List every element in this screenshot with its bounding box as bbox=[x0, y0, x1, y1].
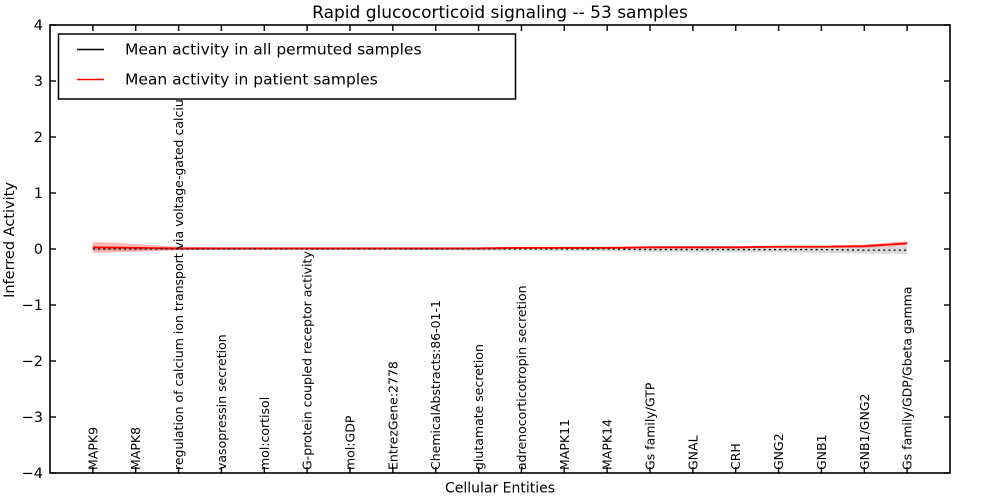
y-tick-label: 0 bbox=[34, 242, 43, 258]
x-tick-label: Gs family/GTP bbox=[643, 382, 658, 470]
x-tick-labels: MAPK9 MAPK8 regulation of calcium ion tran… bbox=[85, 34, 914, 470]
x-tick-label: EntrezGene:2778 bbox=[385, 361, 400, 470]
x-tick-label: vasopressin secretion bbox=[214, 334, 229, 470]
x-tick-label: mol:GDP bbox=[343, 415, 358, 470]
chart-title: Rapid glucocorticoid signaling -- 53 sam… bbox=[312, 3, 688, 23]
series-line bbox=[92, 248, 908, 251]
y-tick-label: 3 bbox=[34, 74, 43, 90]
y-tick-label: 1 bbox=[34, 186, 43, 202]
x-tick-label: GNAL bbox=[685, 435, 700, 470]
y-tick-labels: −4 −3 −2 −1 0 1 2 3 4 bbox=[22, 18, 43, 482]
plot-series bbox=[92, 241, 908, 255]
x-tick-label: GNB1/GNG2 bbox=[857, 394, 872, 470]
x-tick-label: glutamate secretion bbox=[471, 344, 486, 470]
x-tick-label: MAPK11 bbox=[557, 419, 572, 470]
x-tick-label: MAPK8 bbox=[128, 427, 143, 470]
axis-ticks bbox=[50, 24, 950, 474]
x-tick-label: CRH bbox=[728, 443, 743, 470]
y-tick-label: −4 bbox=[22, 466, 43, 482]
y-tick-label: −1 bbox=[22, 298, 43, 314]
y-axis-label: Inferred Activity bbox=[2, 182, 18, 298]
legend-label-patient: Mean activity in patient samples bbox=[125, 71, 378, 89]
legend-box bbox=[57, 33, 517, 100]
x-tick-label: MAPK9 bbox=[85, 427, 100, 470]
y-tick-label: 4 bbox=[34, 18, 43, 34]
x-tick-label: mol:cortisol bbox=[257, 397, 272, 470]
x-tick-label: ChemicalAbstracts:86-01-1 bbox=[428, 300, 443, 470]
x-tick-label: G-protein coupled receptor activity bbox=[300, 251, 315, 470]
x-tick-label: GNB1 bbox=[814, 434, 829, 470]
x-tick-label: adrenocorticotropin secretion bbox=[514, 285, 529, 470]
x-tick-label: Gs family/GDP/Gbeta gamma bbox=[900, 287, 915, 470]
y-tick-label: −3 bbox=[22, 410, 43, 426]
x-tick-label: regulation of calcium ion transport via … bbox=[171, 34, 186, 470]
x-tick-label: MAPK14 bbox=[600, 419, 615, 470]
y-tick-label: 2 bbox=[34, 130, 43, 146]
y-tick-label: −2 bbox=[22, 354, 43, 370]
confidence-band bbox=[92, 241, 908, 253]
x-axis-label: Cellular Entities bbox=[445, 481, 555, 497]
legend-label-permuted: Mean activity in all permuted samples bbox=[125, 41, 422, 59]
legend: Mean activity in all permuted samples Me… bbox=[57, 33, 517, 100]
x-tick-label: GNG2 bbox=[771, 433, 786, 470]
